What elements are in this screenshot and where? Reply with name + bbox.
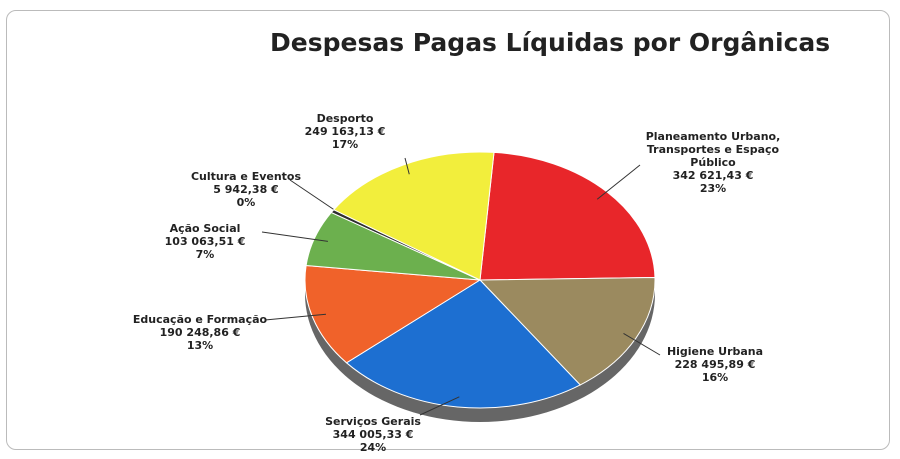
pie-slice [479,151,656,281]
percent-label: 23% [699,182,727,195]
leader-line [261,231,328,242]
category-label: Planeamento Urbano, Transportes e Espaço… [645,130,781,169]
value-label: 190 248,86 € [159,326,241,339]
category-label: Serviços Gerais [325,415,421,428]
chart-frame [6,10,890,450]
value-label: 344 005,33 € [332,428,414,441]
percent-label: 16% [701,371,729,384]
pie-slice [478,276,656,386]
category-label: Educação e Formação [132,313,268,326]
pie-slice [332,151,495,281]
pie-slice [345,279,582,409]
chart-title: Despesas Pagas Líquidas por Orgânicas [270,28,831,57]
category-label: Desporto [316,112,374,125]
percent-label: 13% [186,339,214,352]
percent-label: 0% [236,196,256,209]
slice-label: Serviços Gerais 344 005,33 €24% [325,415,421,454]
value-label: 342 621,43 € [672,169,754,182]
value-label: 249 163,13 € [304,125,386,138]
leader-line [623,332,661,356]
pie-slice [304,265,482,364]
leader-line [264,313,327,321]
percent-label: 17% [331,138,359,151]
slice-label: Desporto 249 163,13 €17% [305,112,386,151]
slice-label: Ação Social 103 063,51 €7% [165,222,246,261]
value-label: 103 063,51 € [164,235,246,248]
leader-line [419,396,460,416]
leader-line [404,157,410,175]
value-label: 228 495,89 € [674,358,756,371]
category-label: Higiene Urbana [666,345,764,358]
category-label: Ação Social [169,222,241,235]
slice-label: Cultura e Eventos 5 942,38 €0% [191,170,301,209]
percent-label: 24% [359,441,387,454]
percent-label: 7% [195,248,215,261]
slice-label: Educação e Formação 190 248,86 €13% [133,313,267,352]
leader-line [596,164,641,200]
value-label: 5 942,38 € [213,183,279,196]
slice-label: Planeamento Urbano, Transportes e Espaço… [646,130,781,195]
slice-label: Higiene Urbana 228 495,89 €16% [667,345,763,384]
category-label: Cultura e Eventos [190,170,302,183]
